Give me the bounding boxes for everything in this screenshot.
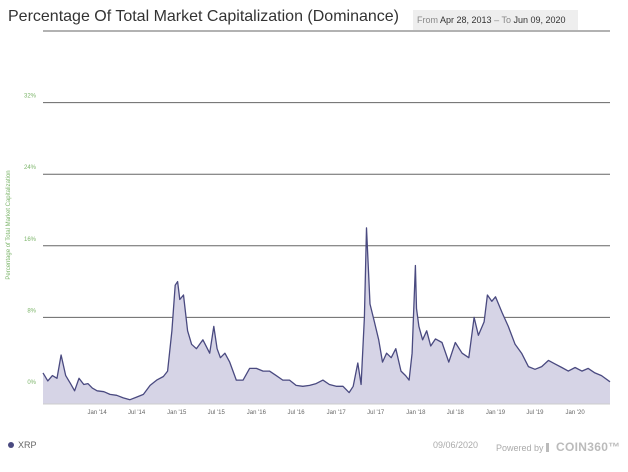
y-tick-label: 24%	[24, 165, 37, 171]
y-tick-label: 0%	[27, 380, 36, 386]
x-tick-label: Jan '17	[327, 410, 347, 416]
y-axis-label: Percentage of Total Market Capitalizatio…	[6, 170, 12, 279]
chart-title: Percentage Of Total Market Capitalizatio…	[8, 8, 399, 25]
snapshot-date: 09/06/2020	[433, 440, 479, 450]
brand-tm: ™	[608, 440, 621, 454]
x-axis-ticks: Jan '14 Jul '14 Jan '15 Jul '15 Jan '16 Jul '…	[88, 410, 586, 416]
date-range-selector[interactable]: From Apr 28, 2013 – To Jun 09, 2020	[413, 10, 578, 30]
x-tick-label: Jul '18	[447, 410, 465, 416]
series-area	[42, 227, 611, 405]
x-tick-label: Jul '19	[526, 410, 544, 416]
powered-by[interactable]: Powered by COIN360™	[496, 440, 620, 454]
range-to-label: To	[501, 15, 511, 25]
y-tick-label: 8%	[27, 308, 36, 314]
series-line-xrp[interactable]	[42, 227, 611, 401]
legend-label: XRP	[18, 440, 37, 450]
range-from-label: From	[417, 15, 438, 25]
powered-by-label: Powered by	[496, 443, 544, 453]
gridlines	[43, 30, 610, 318]
y-tick-label: 16%	[24, 237, 37, 243]
legend-marker	[8, 442, 14, 448]
range-separator: –	[494, 15, 500, 25]
x-tick-label: Jan '14	[88, 410, 108, 416]
y-tick-label: 32%	[24, 94, 37, 100]
x-tick-label: Jan '16	[247, 410, 267, 416]
x-tick-label: Jul '15	[208, 410, 226, 416]
series-fill-xrp	[43, 227, 610, 404]
range-from-date[interactable]: Apr 28, 2013	[440, 15, 492, 25]
x-tick-label: Jul '14	[128, 410, 146, 416]
brand-name: COIN360	[556, 440, 609, 454]
x-tick-label: Jan '20	[566, 410, 586, 416]
x-tick-label: Jan '18	[406, 410, 426, 416]
y-axis-ticks: 0% 8% 16% 24% 32%	[24, 94, 37, 386]
legend-item-xrp[interactable]: XRP	[8, 440, 37, 450]
x-tick-label: Jul '16	[287, 410, 305, 416]
x-tick-label: Jan '19	[486, 410, 506, 416]
brand-logo: COIN360™	[546, 440, 620, 454]
range-to-date[interactable]: Jun 09, 2020	[513, 15, 566, 25]
x-tick-label: Jan '15	[167, 410, 187, 416]
coin360-icon	[546, 443, 554, 452]
x-tick-label: Jul '17	[367, 410, 385, 416]
